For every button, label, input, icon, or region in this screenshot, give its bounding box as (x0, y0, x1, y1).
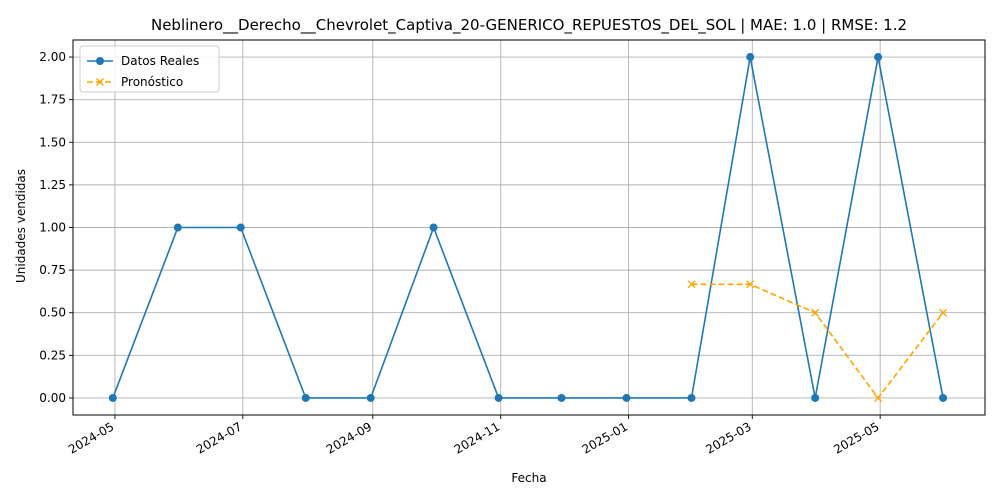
data-point (874, 53, 883, 62)
data-point (429, 223, 438, 232)
y-tick-label: 1.50 (39, 135, 66, 149)
legend-label: Datos Reales (121, 54, 199, 68)
x-tick-label: 2024-05 (66, 419, 116, 456)
y-tick-label: 0.50 (39, 306, 66, 320)
series-line (691, 283, 944, 400)
data-point (746, 53, 755, 62)
legend: Datos Reales Pronóstico (79, 45, 220, 93)
axes: 0.00 0.25 0.50 0.75 1.00 1.25 1.50 1.75 2.00 2024… (39, 50, 881, 457)
data-point (557, 393, 566, 402)
chart-title: Neblinero__Derecho__Chevrolet_Captiva_20… (151, 16, 907, 35)
grid (73, 40, 985, 415)
series-1 (108, 53, 948, 402)
legend-item: Pronóstico (87, 75, 183, 89)
data-point (939, 308, 948, 317)
data-point (811, 393, 820, 402)
x-tick-label: 2025-03 (703, 419, 753, 456)
y-tick-label: 1.75 (39, 93, 66, 107)
y-tick-label: 0.75 (39, 263, 66, 277)
x-tick-label: 2024-09 (324, 419, 374, 456)
data-point (301, 393, 310, 402)
y-tick-label: 1.00 (39, 221, 66, 235)
y-axis-title: Unidades vendidas (14, 169, 28, 283)
series-layer (108, 53, 948, 402)
legend-marker (96, 57, 104, 65)
x-axis-title: Fecha (511, 471, 546, 485)
data-point (811, 308, 820, 317)
data-point (939, 393, 948, 402)
legend-item: Datos Reales (87, 54, 199, 68)
series-line (112, 56, 944, 399)
x-tick-label: 2024-11 (452, 419, 502, 456)
y-tick-label: 0.00 (39, 391, 66, 405)
y-tick-label: 2.00 (39, 50, 66, 64)
data-point (687, 393, 696, 402)
x-tick-label: 2025-05 (831, 419, 881, 456)
data-point (746, 280, 755, 289)
legend-label: Pronóstico (121, 75, 183, 89)
data-point (108, 393, 117, 402)
data-point (366, 393, 375, 402)
data-point (874, 393, 883, 402)
x-tick-label: 2024-07 (194, 419, 244, 456)
data-point (494, 393, 503, 402)
y-tick-label: 1.25 (39, 178, 66, 192)
legend-box (79, 45, 220, 93)
data-point (622, 393, 631, 402)
data-point (236, 223, 245, 232)
x-tick-label: 2025-01 (580, 419, 630, 456)
y-tick-label: 0.25 (39, 348, 66, 362)
data-point (173, 223, 182, 232)
legend-marker (96, 78, 104, 86)
data-point (687, 280, 696, 289)
series-2 (687, 280, 948, 402)
